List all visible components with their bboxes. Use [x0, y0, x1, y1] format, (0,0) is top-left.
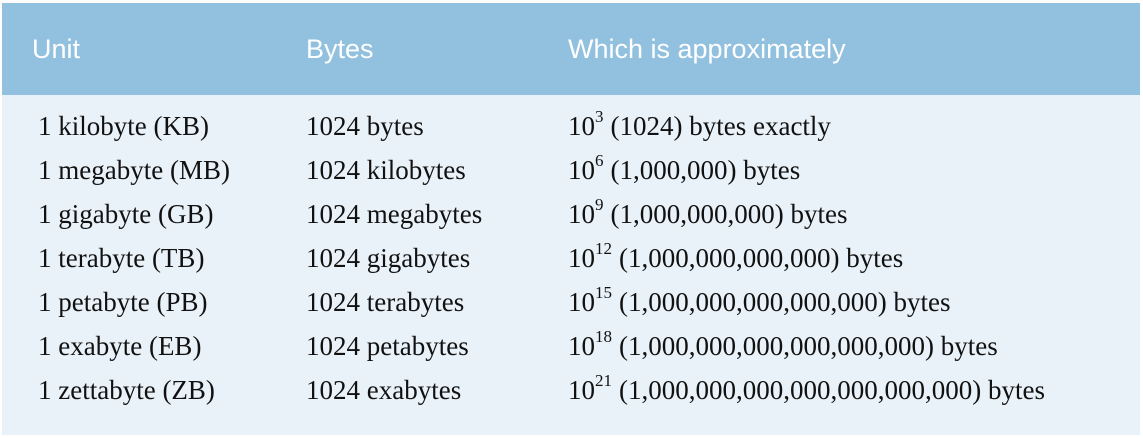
- approx-text: (1,000,000,000,000) bytes: [619, 243, 904, 273]
- bytes-cell: 1024 gigabytes: [306, 243, 471, 273]
- power-exponent: 18: [595, 327, 612, 346]
- power-base: 10: [568, 287, 595, 317]
- table-row: 1 exabyte (EB) 1024 petabytes 1018 (1,000…: [2, 324, 1140, 368]
- unit-cell: 1 terabyte (TB): [38, 243, 205, 273]
- bytes-cell: 1024 kilobytes: [306, 155, 466, 185]
- table-row: 1 petabyte (PB) 1024 terabytes 1015 (1,00…: [2, 280, 1140, 324]
- header-bytes: Bytes: [306, 34, 374, 64]
- approx-text: (1,000,000,000,000,000) bytes: [619, 287, 951, 317]
- approx-cell: 1021 (1,000,000,000,000,000,000,000) byte…: [568, 368, 1045, 412]
- power-exponent: 9: [595, 195, 604, 214]
- header-approx: Which is approximately: [568, 34, 846, 64]
- power-base: 10: [568, 111, 595, 141]
- power-exponent: 3: [595, 107, 604, 126]
- units-table: Unit Bytes Which is approximately 1 kilo…: [2, 3, 1140, 435]
- power-exponent: 12: [595, 239, 612, 258]
- table-row: 1 terabyte (TB) 1024 gigabytes 1012 (1,00…: [2, 236, 1140, 280]
- power-exponent: 6: [595, 151, 604, 170]
- unit-cell: 1 petabyte (PB): [38, 287, 208, 317]
- table-row: 1 gigabyte (GB) 1024 megabytes 109 (1,000…: [2, 192, 1140, 236]
- unit-cell: 1 exabyte (EB): [38, 331, 202, 361]
- approx-cell: 1012 (1,000,000,000,000) bytes: [568, 236, 903, 280]
- bytes-cell: 1024 petabytes: [306, 331, 469, 361]
- power-base: 10: [568, 331, 595, 361]
- table-header: Unit Bytes Which is approximately: [2, 3, 1140, 95]
- power-exponent: 21: [595, 371, 612, 390]
- approx-cell: 1018 (1,000,000,000,000,000,000) bytes: [568, 324, 998, 368]
- approx-text: (1,000,000) bytes: [610, 155, 801, 185]
- table-row: 1 zettabyte (ZB) 1024 exabytes 1021 (1,00…: [2, 368, 1140, 412]
- bytes-cell: 1024 terabytes: [306, 287, 465, 317]
- power-exponent: 15: [595, 283, 612, 302]
- unit-cell: 1 gigabyte (GB): [38, 199, 214, 229]
- bytes-cell: 1024 exabytes: [306, 375, 462, 405]
- power-base: 10: [568, 243, 595, 273]
- approx-cell: 109 (1,000,000,000) bytes: [568, 192, 847, 236]
- approx-text: (1,000,000,000,000,000,000) bytes: [619, 331, 998, 361]
- bytes-cell: 1024 megabytes: [306, 199, 483, 229]
- approx-cell: 1015 (1,000,000,000,000,000) bytes: [568, 280, 950, 324]
- unit-cell: 1 zettabyte (ZB): [38, 375, 215, 405]
- header-unit: Unit: [32, 34, 81, 64]
- bytes-cell: 1024 bytes: [306, 111, 424, 141]
- approx-text: (1,000,000,000) bytes: [610, 199, 848, 229]
- approx-cell: 106 (1,000,000) bytes: [568, 148, 800, 192]
- unit-cell: 1 kilobyte (KB): [38, 111, 209, 141]
- approx-cell: 103 (1024) bytes exactly: [568, 104, 831, 148]
- power-base: 10: [568, 375, 595, 405]
- table-row: 1 kilobyte (KB) 1024 bytes 103 (1024) byt…: [2, 104, 1140, 148]
- power-base: 10: [568, 199, 595, 229]
- table-row: 1 megabyte (MB) 1024 kilobytes 106 (1,000…: [2, 148, 1140, 192]
- approx-text: (1,000,000,000,000,000,000,000) bytes: [619, 375, 1045, 405]
- unit-cell: 1 megabyte (MB): [38, 155, 230, 185]
- approx-text: (1024) bytes exactly: [610, 111, 831, 141]
- power-base: 10: [568, 155, 595, 185]
